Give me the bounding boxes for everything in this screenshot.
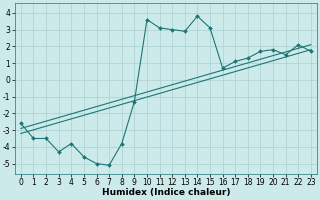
X-axis label: Humidex (Indice chaleur): Humidex (Indice chaleur) [102,188,230,197]
